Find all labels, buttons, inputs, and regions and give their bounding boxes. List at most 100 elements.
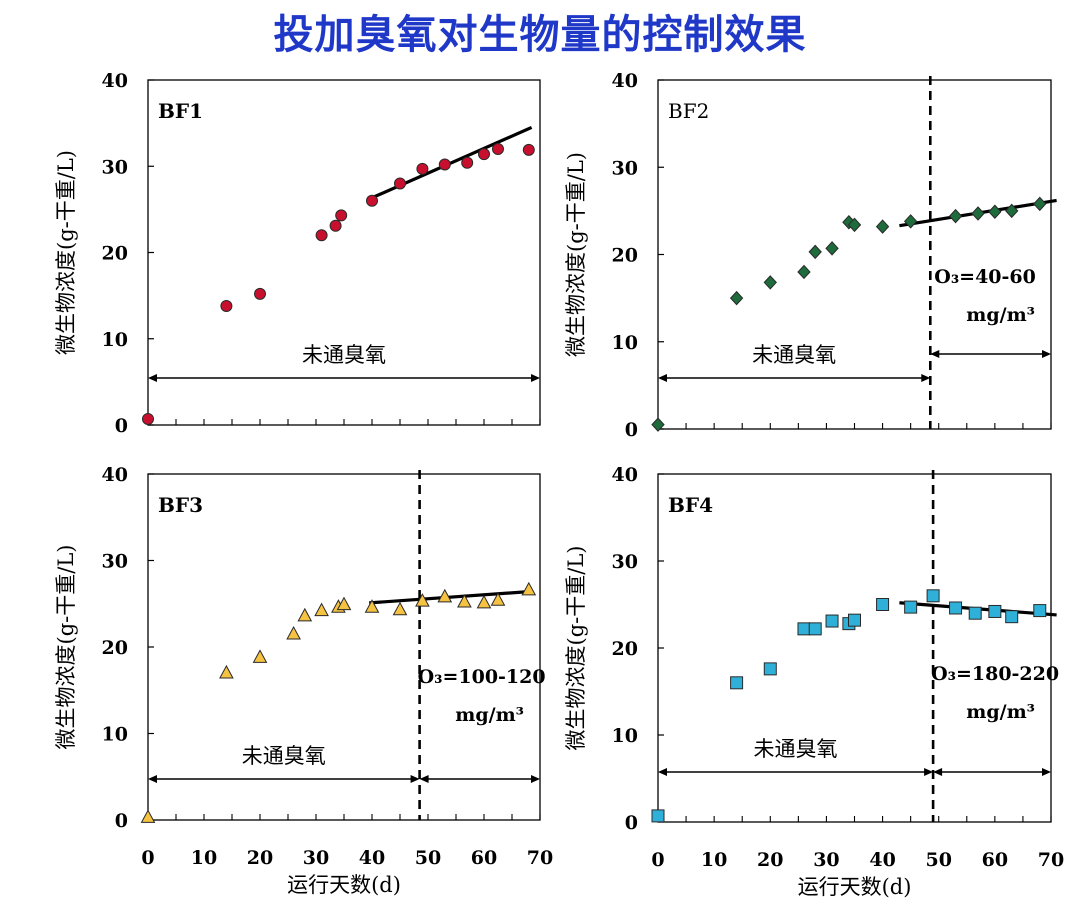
y-tick-label: 10: [612, 332, 638, 354]
arrow-head-left: [419, 775, 429, 783]
y-tick-label: 0: [625, 812, 638, 834]
panel-bf2: 0 10 20 30 40 微生物浓度(g-干重/L) BF2 未通臭氧 O₃=40-60 mg/…: [564, 70, 1057, 441]
y-axis-label: 微生物浓度(g-干重/L): [54, 545, 78, 750]
data-point-5: [808, 244, 822, 260]
y-tick-label: 30: [102, 156, 128, 178]
data-point-15: [1033, 196, 1047, 212]
ozone-period-arrow: [933, 768, 1051, 776]
x-axis-label: 运行天数(d): [798, 875, 912, 899]
panel-bf1: 0 10 20 30 40 微生物浓度(g-干重/L) BF1 未通臭氧: [54, 70, 541, 437]
y-tick-label: 20: [102, 637, 128, 659]
no-ozone-period-arrow: [658, 768, 934, 776]
data-point-16: [1033, 604, 1047, 618]
panel-label: BF3: [158, 493, 203, 517]
y-tick-label: 30: [612, 551, 638, 573]
data-point-12: [478, 148, 490, 161]
no-ozone-period-arrow: [658, 374, 931, 382]
x-axis-label: 运行天数(d): [287, 873, 401, 897]
data-point-1: [142, 412, 154, 425]
panel-label: BF2: [668, 99, 709, 123]
data-point-4: [797, 622, 811, 636]
data-point-13: [988, 204, 1002, 219]
arrow-head-left: [658, 374, 667, 382]
arrow-head-left: [930, 350, 940, 358]
x-tick-label: 0: [651, 849, 664, 871]
y-tick-label: 20: [612, 245, 638, 267]
panel-label: BF1: [158, 99, 203, 123]
data-point-10: [903, 214, 918, 229]
data-point-3: [763, 662, 777, 676]
ozone-dose-label: O₃=40-60: [934, 266, 1036, 288]
x-tick-label: 10: [191, 847, 217, 869]
no-ozone-period-arrow: [148, 374, 540, 382]
data-point-4: [315, 229, 328, 242]
y-tick-label: 30: [102, 551, 128, 573]
arrow-head-left: [148, 374, 157, 382]
data-point-9: [364, 599, 380, 613]
data-point-12: [971, 206, 985, 221]
ozone-period-arrow: [930, 350, 1051, 358]
arrow-head-right: [531, 374, 540, 382]
ozone-dose-unit: mg/m³: [966, 701, 1035, 723]
data-point-2: [730, 676, 744, 690]
data-point-3: [254, 287, 266, 300]
x-tick-label: 20: [757, 849, 783, 871]
data-point-2: [729, 290, 744, 306]
data-point-1: [140, 809, 156, 823]
data-point-1: [651, 417, 665, 432]
no-ozone-label: 未通臭氧: [754, 737, 838, 761]
data-point-5: [329, 219, 342, 232]
data-point-8: [848, 613, 861, 627]
x-tick-label: 0: [141, 847, 154, 869]
x-tick-label: 50: [925, 849, 951, 871]
arrow-head-right: [410, 775, 420, 783]
plot-frame: [657, 79, 1052, 430]
data-point-8: [394, 177, 406, 190]
arrow-head-right: [531, 775, 540, 783]
plot-frame: [147, 473, 541, 821]
data-point-10: [392, 601, 408, 616]
x-tick-label: 40: [869, 849, 895, 871]
x-tick-label: 30: [813, 849, 839, 871]
data-point-1: [651, 809, 665, 823]
panel-bf4: 0 10 20 30 40 0 10 20 30 40 50 60 70 微生物浓度(g-干重/L) 运行天…: [564, 464, 1064, 899]
data-point-2: [220, 299, 233, 312]
y-axis-label: 微生物浓度(g-干重/L): [564, 546, 588, 751]
x-tick-label: 60: [982, 849, 1008, 871]
data-point-16: [521, 581, 537, 596]
data-point-11: [926, 589, 940, 603]
data-point-8: [336, 596, 352, 611]
data-point-6: [825, 614, 839, 628]
x-tick-label: 30: [303, 847, 329, 869]
x-tick-label: 70: [1038, 849, 1064, 871]
ozone-dose-unit: mg/m³: [966, 304, 1035, 326]
ozone-dose-label: O₃=180-220: [931, 663, 1059, 685]
panel-label: BF4: [668, 493, 713, 517]
no-ozone-label: 未通臭氧: [302, 343, 386, 367]
y-tick-label: 0: [625, 419, 638, 441]
data-point-4: [286, 625, 301, 640]
data-point-9: [416, 162, 429, 175]
data-point-3: [763, 275, 777, 290]
y-tick-label: 20: [612, 638, 638, 660]
y-tick-label: 40: [612, 464, 638, 486]
data-point-3: [252, 649, 268, 663]
data-point-13: [457, 593, 472, 608]
x-tick-label: 70: [527, 847, 553, 869]
data-point-9: [875, 219, 890, 234]
data-point-14: [476, 594, 492, 609]
panel-bf3: 0 10 20 30 40 0 10 20 30 40 50 60 70 微生物浓度(g-干重/L) 运行天…: [54, 464, 553, 897]
data-point-4: [797, 264, 811, 280]
data-point-11: [415, 593, 430, 607]
data-point-6: [335, 209, 348, 222]
data-point-7: [366, 194, 378, 207]
data-point-10: [438, 158, 451, 171]
y-tick-label: 10: [102, 329, 128, 351]
y-tick-label: 40: [102, 464, 128, 486]
data-point-15: [1005, 610, 1019, 624]
x-tick-label: 20: [247, 847, 273, 869]
y-axis-label: 微生物浓度(g-干重/L): [564, 152, 588, 357]
data-point-14: [1005, 203, 1019, 219]
no-ozone-label: 未通臭氧: [242, 744, 326, 768]
